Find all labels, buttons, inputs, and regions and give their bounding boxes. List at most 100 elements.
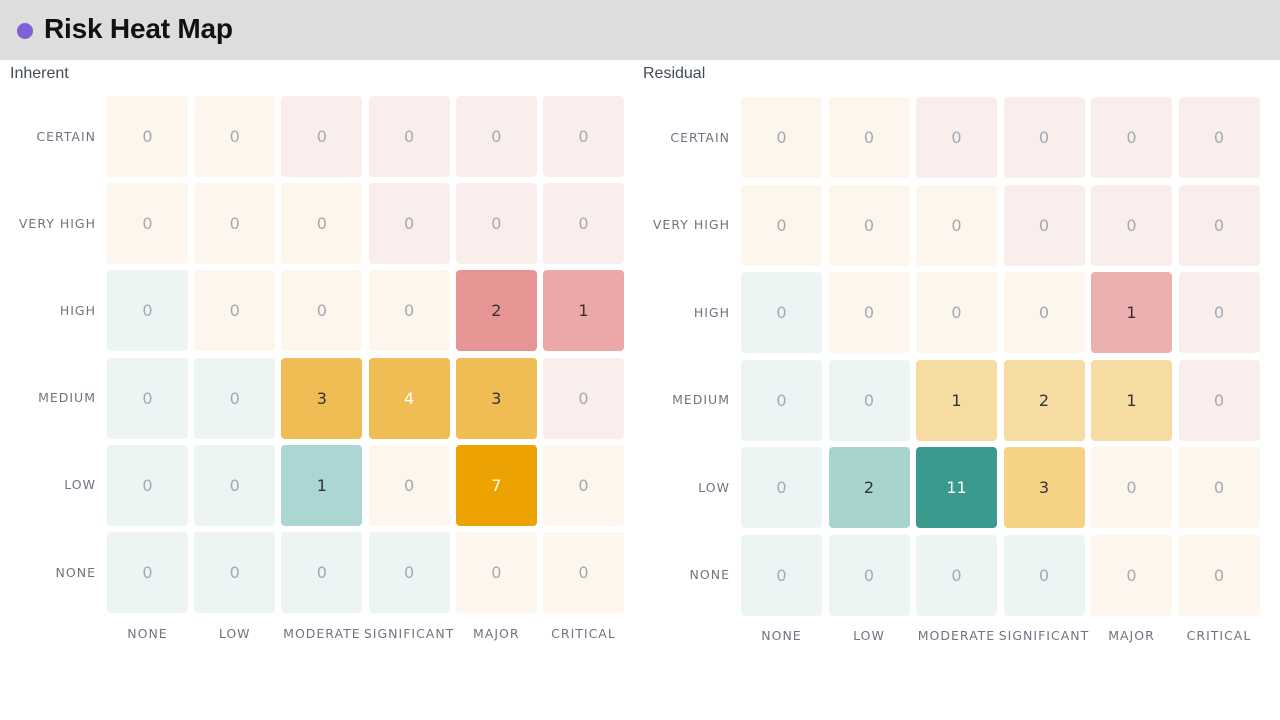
inherent-heatmap-cell[interactable]: 1 (281, 444, 363, 526)
residual-heatmap-cell[interactable]: 0 (1178, 97, 1260, 178)
residual-heatmap-cell[interactable]: 2 (1003, 359, 1085, 441)
inherent-heatmap-cell[interactable]: 2 (455, 270, 537, 352)
inherent-heatmap-cell[interactable]: 0 (107, 96, 188, 177)
inherent-heatmap-cell[interactable]: 0 (194, 357, 276, 439)
inherent-column-label: NONE (127, 626, 168, 641)
residual-heatmap-cell[interactable]: 0 (828, 272, 910, 353)
inherent-heatmap-cell[interactable]: 0 (107, 270, 188, 352)
residual-row-label: CERTAIN (670, 129, 730, 145)
inherent-heatmap-cell[interactable]: 4 (368, 357, 450, 439)
residual-heatmap-cell[interactable]: 0 (1091, 447, 1172, 528)
residual-heatmap-cell[interactable]: 0 (741, 184, 822, 266)
inherent-heatmap-cell[interactable]: 3 (281, 357, 363, 439)
residual-column-label: CRITICAL (1186, 628, 1252, 643)
inherent-heatmap-cell[interactable]: 0 (368, 270, 450, 352)
residual-heatmap-cell[interactable]: 0 (1091, 97, 1172, 178)
status-dot-icon (17, 23, 33, 39)
inherent-heatmap-cell[interactable]: 1 (543, 270, 624, 352)
inherent-row-label: MEDIUM (38, 390, 96, 406)
residual-heatmap-cell[interactable]: 0 (828, 534, 910, 616)
residual-row-label: HIGH (693, 304, 730, 320)
residual-heatmap-cell[interactable]: 0 (1003, 534, 1085, 616)
residual-row-label: LOW (698, 479, 730, 495)
inherent-panel-title: Inherent (10, 65, 69, 82)
inherent-heatmap-cell[interactable]: 0 (281, 183, 363, 265)
inherent-heatmap-cell[interactable]: 0 (368, 532, 450, 613)
header-bar: Risk Heat Map (0, 0, 1280, 60)
residual-column-label: MODERATE (917, 628, 996, 643)
inherent-heatmap-cell[interactable]: 0 (107, 444, 188, 526)
residual-column-label: SIGNIFICANT (998, 628, 1090, 643)
inherent-heatmap-cell[interactable]: 0 (281, 270, 363, 352)
inherent-heatmap-cell[interactable]: 0 (194, 444, 276, 526)
residual-heatmap-cell[interactable]: 0 (1003, 272, 1085, 353)
inherent-column-label: CRITICAL (551, 626, 616, 641)
residual-heatmap-cell[interactable]: 0 (916, 97, 997, 178)
inherent-heatmap-cell[interactable]: 0 (368, 183, 450, 265)
inherent-heatmap-cell[interactable]: 0 (543, 532, 624, 613)
residual-heatmap-cell[interactable]: 0 (828, 97, 910, 178)
residual-heatmap-cell[interactable]: 0 (741, 359, 822, 441)
inherent-heatmap-cell[interactable]: 0 (543, 183, 624, 265)
residual-heatmap-cell[interactable]: 0 (1178, 272, 1260, 353)
inherent-heatmap-cell[interactable]: 0 (368, 96, 450, 177)
inherent-row-label: HIGH (59, 302, 96, 318)
residual-heatmap-cell[interactable]: 0 (1003, 97, 1085, 178)
inherent-heatmap-cell[interactable]: 0 (455, 532, 537, 613)
inherent-heatmap-cell[interactable]: 0 (107, 183, 188, 265)
residual-heatmap-cell[interactable]: 1 (1091, 272, 1172, 353)
inherent-heatmap-cell[interactable]: 0 (543, 357, 624, 439)
residual-heatmap-cell[interactable]: 0 (1091, 184, 1172, 266)
residual-heatmap-cell[interactable]: 0 (1003, 184, 1085, 266)
residual-heatmap-cell[interactable]: 0 (741, 272, 822, 353)
residual-heatmap-cell[interactable]: 2 (828, 447, 910, 528)
inherent-heatmap-cell[interactable]: 0 (281, 96, 363, 177)
inherent-heatmap-cell[interactable]: 3 (455, 357, 537, 439)
residual-panel-title: Residual (643, 65, 706, 82)
residual-heatmap-cell[interactable]: 1 (916, 359, 997, 441)
inherent-heatmap-cell[interactable]: 0 (107, 357, 188, 439)
residual-heatmap-cell[interactable]: 0 (741, 534, 822, 616)
residual-heatmap-cell[interactable]: 1 (1091, 359, 1172, 441)
inherent-heatmap-cell[interactable]: 0 (194, 532, 276, 613)
inherent-column-label: MAJOR (473, 626, 520, 641)
residual-column-label: MAJOR (1108, 628, 1155, 643)
residual-row-label: MEDIUM (672, 392, 730, 407)
residual-heatmap-cell[interactable]: 0 (828, 184, 910, 266)
residual-heatmap-cell[interactable]: 0 (741, 447, 822, 528)
residual-heatmap-cell[interactable]: 0 (1178, 447, 1260, 528)
residual-heatmap-cell[interactable]: 0 (1178, 184, 1260, 266)
inherent-heatmap-cell[interactable]: 0 (543, 444, 624, 526)
inherent-heatmap-cell[interactable]: 0 (194, 270, 276, 352)
residual-column-label: NONE (761, 628, 802, 643)
residual-heatmap-cell[interactable]: 3 (1003, 447, 1085, 528)
inherent-heatmap-cell[interactable]: 0 (107, 532, 188, 613)
inherent-heatmap-cell[interactable]: 7 (455, 444, 537, 526)
inherent-row-label: NONE (55, 564, 96, 580)
inherent-heatmap-cell[interactable]: 0 (281, 532, 363, 613)
inherent-row-label: CERTAIN (36, 128, 96, 144)
residual-heatmap-cell[interactable]: 0 (741, 97, 822, 178)
inherent-heatmap-cell[interactable]: 0 (455, 183, 537, 265)
residual-heatmap-cell[interactable]: 0 (916, 272, 997, 353)
residual-heatmap-cell[interactable]: 0 (1178, 359, 1260, 441)
residual-heatmap-cell[interactable]: 0 (916, 534, 997, 616)
inherent-column-label: LOW (218, 626, 251, 641)
residual-heatmap-cell[interactable]: 11 (916, 447, 997, 528)
residual-column-label: LOW (853, 628, 885, 643)
inherent-row-label: LOW (64, 477, 96, 493)
residual-row-label: VERY HIGH (652, 217, 730, 232)
inherent-heatmap-cell[interactable]: 0 (455, 96, 537, 177)
inherent-column-label: SIGNIFICANT (363, 626, 455, 641)
inherent-heatmap-cell[interactable]: 0 (194, 183, 276, 265)
residual-row-label: NONE (689, 567, 730, 582)
residual-heatmap-cell[interactable]: 0 (1091, 534, 1172, 616)
inherent-heatmap-cell[interactable]: 0 (194, 96, 276, 177)
residual-heatmap-cell[interactable]: 0 (916, 184, 997, 266)
residual-heatmap-cell[interactable]: 0 (828, 359, 910, 441)
inherent-row-label: VERY HIGH (18, 215, 96, 231)
inherent-heatmap-cell[interactable]: 0 (543, 96, 624, 177)
page-title: Risk Heat Map (44, 13, 233, 44)
residual-heatmap-cell[interactable]: 0 (1178, 534, 1260, 616)
inherent-heatmap-cell[interactable]: 0 (368, 444, 450, 526)
